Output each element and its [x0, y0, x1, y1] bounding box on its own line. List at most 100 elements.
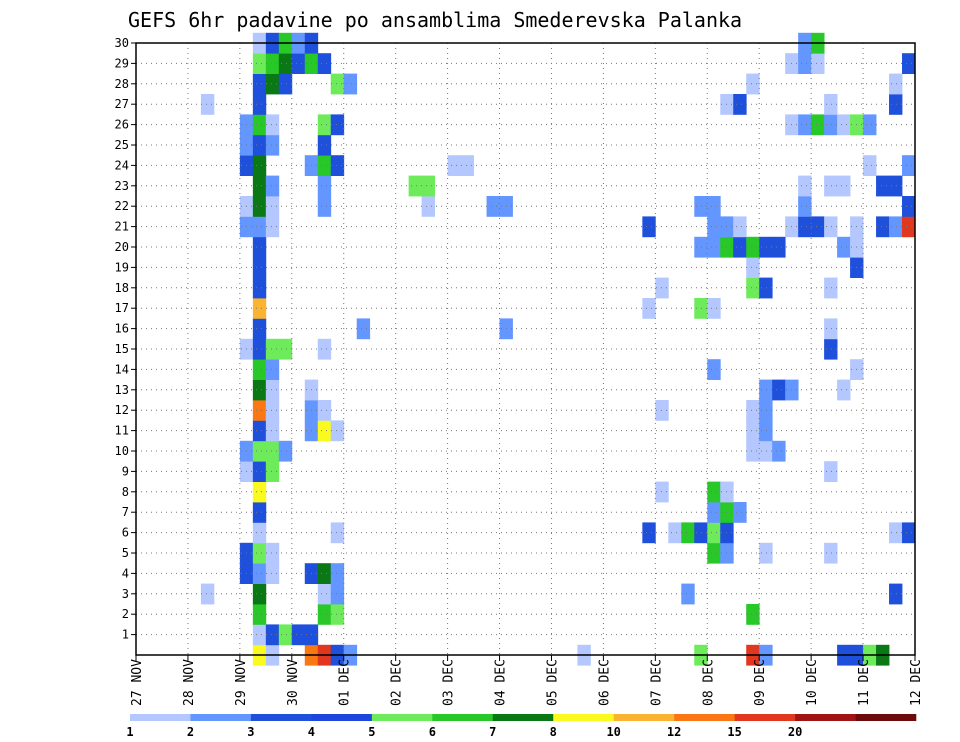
heatmap-cell	[265, 461, 280, 482]
heatmap-cell	[798, 114, 812, 136]
x-tick-label: 08 DEC	[701, 659, 716, 706]
heatmap-cell	[876, 175, 890, 197]
heatmap-cell	[252, 481, 267, 503]
heatmap-cell	[798, 53, 812, 74]
heatmap-cell	[746, 73, 760, 95]
y-tick-label: 9	[122, 464, 129, 478]
heatmap-cell	[265, 440, 280, 462]
x-tick-label: 28 NOV	[182, 659, 197, 706]
heatmap-cell	[252, 542, 267, 564]
heatmap-cell	[772, 236, 786, 258]
legend-swatch	[674, 714, 735, 721]
heatmap-cell	[746, 420, 760, 442]
heatmap-cell	[902, 155, 916, 176]
heatmap-cell	[265, 73, 280, 95]
x-axis-ticks: 27 NOV 28 NOV 29 NOV 30 NOV 01 DEC 02 DEC 03 D…	[130, 655, 924, 706]
heatmap-cell	[811, 53, 825, 74]
heatmap-cell	[759, 440, 773, 462]
x-tick-label: 10 DEC	[805, 659, 820, 706]
heatmap-cell	[733, 236, 747, 258]
y-tick-label: 1	[122, 628, 129, 642]
heatmap-cell	[811, 114, 825, 136]
heatmap-cell	[317, 53, 332, 74]
heatmap-cell	[746, 604, 760, 625]
heatmap-cell	[330, 583, 345, 605]
heatmap-cell	[772, 440, 786, 462]
heatmap-cell	[252, 73, 267, 95]
legend-label: 4	[308, 725, 315, 739]
legend-swatch	[311, 714, 373, 721]
heatmap-cell	[265, 175, 280, 197]
y-tick-label: 24	[115, 158, 129, 172]
y-tick-label: 23	[115, 179, 129, 193]
heatmap-cell	[655, 481, 669, 503]
heatmap-cell	[772, 379, 786, 401]
heatmap-cell	[317, 134, 332, 156]
heatmap-cell	[486, 196, 500, 217]
heatmap-cell	[252, 53, 267, 74]
heatmap-cell	[902, 196, 916, 217]
heatmap-cell	[343, 73, 358, 95]
heatmap-cell	[252, 175, 267, 197]
legend-swatch	[371, 714, 433, 721]
heatmap-cell	[330, 114, 345, 136]
heatmap-cell	[707, 236, 721, 258]
legend-label: 6	[429, 725, 436, 739]
heatmap-cell	[668, 522, 682, 544]
heatmap-cell	[824, 542, 838, 564]
x-tick-label: 09 DEC	[753, 659, 768, 706]
heatmap-cell	[707, 481, 721, 503]
heatmap-cell	[824, 318, 838, 340]
heatmap-cell	[200, 583, 215, 605]
heatmap-cell	[655, 400, 669, 421]
x-tick-label: 03 DEC	[442, 659, 457, 706]
y-tick-label: 22	[115, 199, 129, 213]
legend-swatch	[734, 714, 796, 721]
heatmap-cell	[421, 196, 436, 217]
heatmap-cell	[889, 216, 903, 238]
x-tick-label: 06 DEC	[597, 659, 612, 706]
y-tick-label: 12	[115, 403, 129, 417]
heatmap-cell	[252, 400, 267, 421]
heatmap-cell	[291, 624, 306, 646]
heatmap-cell	[278, 53, 293, 74]
heatmap-cell	[681, 522, 695, 544]
heatmap-cell	[863, 114, 877, 136]
y-tick-label: 7	[122, 505, 129, 519]
legend-label: 10	[606, 725, 620, 739]
heatmap-cell	[798, 175, 812, 197]
heatmap-cell	[824, 277, 838, 299]
heatmap-cell	[265, 379, 280, 401]
legend-label: 20	[788, 725, 802, 739]
heatmap-cell	[252, 502, 267, 523]
heatmap-cell	[265, 53, 280, 74]
heatmap-cell	[278, 338, 293, 360]
legend-swatch	[613, 714, 675, 721]
heatmap-cell	[759, 542, 773, 564]
heatmap-cell	[252, 277, 267, 299]
heatmap-cell	[837, 114, 851, 136]
y-tick-label: 5	[122, 546, 129, 560]
y-tick-label: 6	[122, 526, 129, 540]
legend-label: 12	[667, 725, 681, 739]
heatmap-cell	[889, 73, 903, 95]
heatmap-cell	[265, 338, 280, 360]
y-tick-label: 4	[122, 566, 129, 580]
heatmap-cells	[200, 32, 916, 666]
heatmap-cell	[330, 604, 345, 625]
heatmap-cell	[707, 359, 721, 380]
heatmap-cell	[707, 216, 721, 238]
heatmap-cell	[317, 604, 332, 625]
heatmap-cell	[356, 318, 371, 340]
x-tick-label: 29 NOV	[234, 659, 249, 706]
heatmap-cell	[252, 604, 267, 625]
heatmap-cell	[317, 196, 332, 217]
legend-swatch	[130, 714, 191, 721]
y-tick-label: 11	[115, 424, 129, 438]
heatmap-cell	[889, 94, 903, 115]
heatmap-cell	[252, 338, 267, 360]
heatmap-cell	[265, 563, 280, 584]
heatmap-cell	[278, 440, 293, 462]
heatmap-cell	[902, 522, 916, 544]
legend-label: 8	[550, 725, 557, 739]
